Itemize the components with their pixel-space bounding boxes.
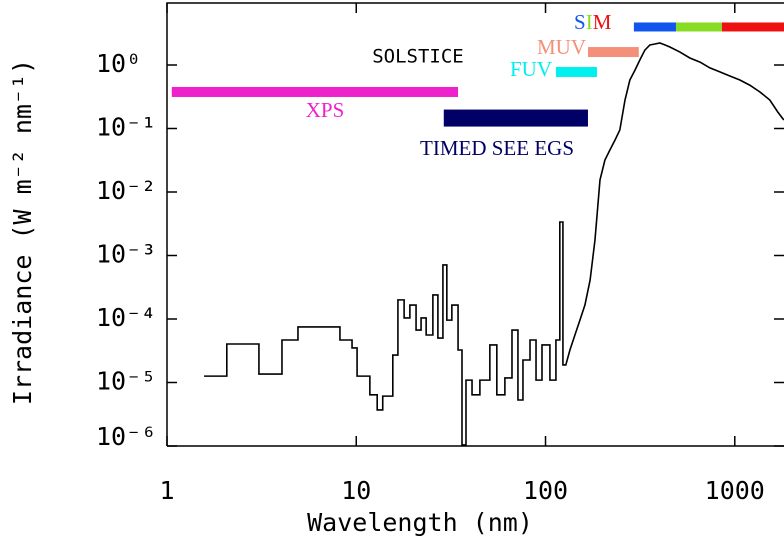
instrument-bar [633, 22, 676, 32]
instrument-bar [675, 22, 722, 32]
y-tick-label: 10⁰ [96, 49, 141, 78]
x-tick-label: 10 [341, 476, 371, 505]
x-tick-label: 1 [159, 476, 174, 505]
instrument-label: SIM [574, 10, 612, 34]
instrument-bar [171, 86, 459, 97]
instrument-label-letter: S [574, 10, 586, 34]
y-tick-label: 10⁻³ [96, 239, 156, 268]
instrument-label: XPS [306, 98, 345, 122]
instrument-bar [443, 109, 588, 127]
y-tick-label: 10⁻⁶ [96, 422, 156, 451]
y-tick-label: 10⁻⁴ [96, 303, 156, 332]
instrument-bar [555, 66, 597, 77]
instrument-bar [721, 22, 784, 32]
y-axis-label: Irradiance (W m⁻² nm⁻¹) [8, 59, 37, 405]
instrument-label: SOLSTICE [372, 46, 464, 68]
y-tick-label: 10⁻² [96, 176, 156, 205]
spectrum-line [204, 42, 784, 446]
y-tick-label: 10⁻¹ [96, 112, 156, 141]
instrument-label: MUV [537, 35, 586, 59]
instrument-label-letter: M [593, 10, 612, 34]
x-tick-label: 1000 [705, 476, 765, 505]
y-tick-label: 10⁻⁵ [96, 366, 156, 395]
x-axis-label: Wavelength (nm) [307, 508, 533, 537]
x-tick-label: 100 [523, 476, 568, 505]
instrument-bar [587, 47, 639, 58]
instrument-label-letter: I [586, 10, 593, 34]
instrument-label: FUV [510, 57, 552, 81]
plot-frame [166, 2, 784, 447]
instrument-label: TIMED SEE EGS [420, 136, 574, 160]
